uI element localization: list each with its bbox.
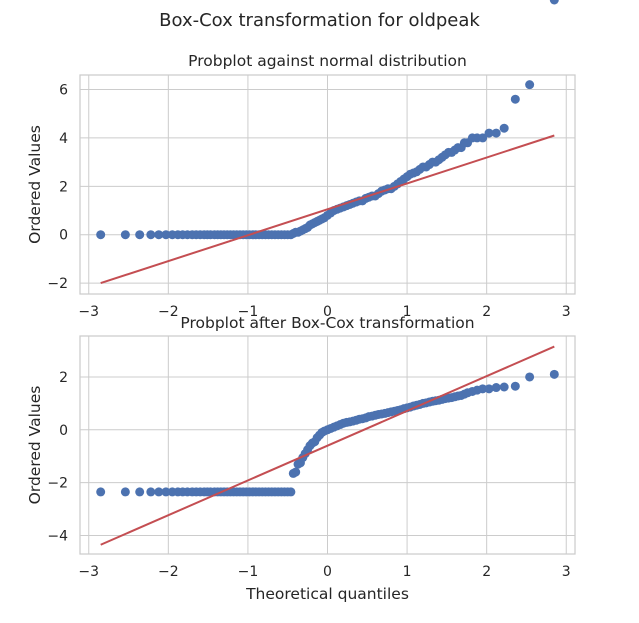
data-point (499, 123, 509, 133)
subplot-title: Probplot against normal distribution (188, 52, 467, 70)
data-point (478, 384, 488, 394)
probplot-original: −3 −2 −1 0 1 2 3 −2 0 2 4 6 Probplot against norma… (26, 0, 576, 320)
subplot-title: Probplot after Box-Cox transformation (180, 314, 474, 332)
data-point (96, 230, 106, 240)
data-point (549, 369, 559, 379)
y-tick-label: 0 (59, 423, 68, 439)
data-point (120, 487, 130, 497)
data-point (135, 487, 145, 497)
data-point (549, 0, 559, 5)
y-tick-label: 2 (59, 370, 68, 386)
fit-line (100, 134, 555, 285)
data-point (525, 372, 535, 382)
data-point (135, 230, 145, 240)
least-squares-line (100, 134, 555, 285)
y-axis-label: Ordered Values (26, 125, 44, 244)
y-tick-label: 6 (59, 83, 68, 99)
data-point (161, 487, 171, 497)
y-axis-label: Ordered Values (26, 386, 44, 505)
x-tick-label: −2 (158, 564, 179, 580)
y-tick-label: 2 (59, 179, 68, 195)
x-tick-label: 3 (562, 304, 571, 320)
y-tick-label: −2 (47, 476, 68, 492)
y-tick-label: −2 (47, 276, 68, 292)
least-squares-line (100, 345, 555, 546)
data-point (510, 381, 520, 391)
data-point (146, 230, 156, 240)
x-axis-label: Theoretical quantiles (245, 585, 409, 603)
x-tick-label: 1 (403, 564, 412, 580)
x-tick-labels: −3 −2 −1 0 1 2 3 (78, 304, 570, 320)
data-point (510, 94, 520, 104)
data-point (120, 230, 130, 240)
x-tick-label: 0 (323, 304, 332, 320)
data-point (154, 230, 164, 240)
x-tick-label: −1 (238, 304, 259, 320)
data-point (484, 128, 494, 138)
x-tick-labels: −3 −2 −1 0 1 2 3 (78, 564, 570, 580)
y-tick-labels: −2 0 2 4 6 (47, 83, 68, 293)
data-point (291, 467, 301, 477)
data-point (491, 128, 501, 138)
fit-line (100, 345, 555, 546)
data-point (161, 230, 171, 240)
data-point (146, 487, 156, 497)
x-tick-label: 2 (482, 304, 491, 320)
data-point (154, 487, 164, 497)
y-tick-label: 0 (59, 228, 68, 244)
x-tick-label: −3 (78, 564, 99, 580)
data-point (484, 384, 494, 394)
x-tick-label: −2 (158, 304, 179, 320)
probplot-boxcox: −3 −2 −1 0 1 2 3 −4 −2 0 2 Probplot after Box-Cox… (26, 314, 576, 603)
x-tick-label: 0 (323, 564, 332, 580)
x-tick-label: 3 (562, 564, 571, 580)
data-point (525, 80, 535, 90)
x-tick-label: 1 (403, 304, 412, 320)
data-point (478, 133, 488, 143)
data-point (491, 383, 501, 393)
figure-suptitle: Box-Cox transformation for oldpeak (159, 10, 480, 31)
y-tick-labels: −4 −2 0 2 (47, 370, 68, 545)
x-tick-label: −1 (238, 564, 259, 580)
y-tick-label: 4 (59, 131, 68, 147)
x-tick-label: −3 (78, 304, 99, 320)
y-tick-label: −4 (47, 529, 68, 545)
data-point (96, 487, 106, 497)
data-point (499, 382, 509, 392)
data-point (286, 487, 296, 497)
x-tick-label: 2 (482, 564, 491, 580)
